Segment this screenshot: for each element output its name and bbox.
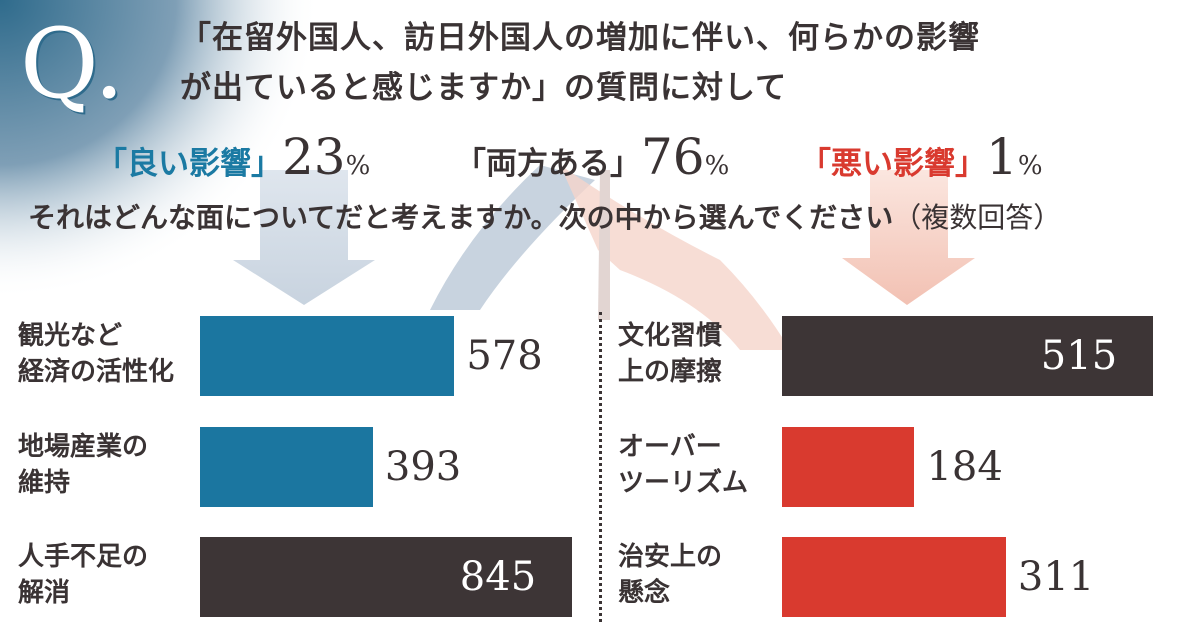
result-bad: 「悪い影響」1% <box>800 128 1043 186</box>
bar <box>200 316 455 396</box>
bar-category-label-line: 人手不足の <box>18 542 149 572</box>
arrow-bad-icon <box>842 170 975 305</box>
bar <box>200 427 373 507</box>
bar-category-label: 人手不足の 解消 <box>18 539 198 611</box>
result-bad-value: 1 <box>986 128 1018 186</box>
bar-category-label: 観光など経済の活性化 <box>18 318 198 390</box>
bar <box>200 537 572 617</box>
bar <box>782 316 1153 396</box>
result-both: 「両方ある」76% <box>455 128 729 186</box>
bar-category-label-line: 文化習慣 <box>618 321 723 351</box>
bar-category-label: 文化習慣 上の摩擦 <box>618 318 798 390</box>
result-bad-label: 「悪い影響」 <box>800 146 986 182</box>
bar-category-label-line: 解消 <box>18 578 71 608</box>
result-good: 「良い影響」23% <box>96 128 370 186</box>
result-good-unit: % <box>345 151 371 181</box>
bar-category-label-line: 地場産業の <box>18 432 149 462</box>
bar-value-label: 393 <box>384 444 462 490</box>
bar-category-label-line: オーバー <box>618 432 722 462</box>
bar-category-label: 治安上の 懸念 <box>618 539 798 611</box>
question-title-line2: が出ていると感じますか」の質問に対して <box>180 70 788 106</box>
bar <box>782 537 1006 617</box>
bar <box>782 427 915 507</box>
panel-divider <box>599 312 602 622</box>
bar-category-label-line: 懸念 <box>618 578 671 608</box>
bar-category-label-line: 観光など <box>18 321 123 351</box>
result-good-label: 「良い影響」 <box>96 146 282 182</box>
bar-value-label: 578 <box>466 333 543 379</box>
bar-category-label: 地場産業の 維持 <box>18 429 198 501</box>
bar-category-label-line: 治安上の <box>618 542 723 572</box>
follow-up-note: （複数回答） <box>893 201 1062 234</box>
sweep-both-left <box>430 165 595 310</box>
bar-category-label-line: 上の摩擦 <box>618 357 723 387</box>
follow-up-question: それはどんな面についてだと考えますか。次の中から選んでください（複数回答） <box>28 196 1061 236</box>
bar-value-label: 515 <box>1040 333 1118 379</box>
bar-category-label-line: ツーリズム <box>618 468 749 498</box>
sweep-center <box>598 170 610 320</box>
result-bad-unit: % <box>1017 151 1043 181</box>
q-logo: Q. <box>20 8 125 120</box>
arrow-good-icon <box>233 170 375 305</box>
result-good-value: 23 <box>282 128 346 186</box>
result-both-label: 「両方ある」 <box>455 146 641 182</box>
bar-category-label-line: 経済の活性化 <box>18 357 175 387</box>
bar-category-label: オーバー ツーリズム <box>618 429 798 501</box>
result-both-unit: % <box>704 151 730 181</box>
result-both-value: 76 <box>641 128 705 186</box>
question-title-line1: 「在留外国人、訪日外国人の増加に伴い、何らかの影響 <box>180 20 980 56</box>
bar-value-label: 184 <box>926 444 1003 490</box>
bar-category-label-line: 維持 <box>18 468 71 498</box>
bar-value-label: 311 <box>1017 554 1095 600</box>
follow-up-text: それはどんな面についてだと考えますか。次の中から選んでください <box>28 201 894 234</box>
bar-value-label: 845 <box>459 554 537 600</box>
sweep-both-right <box>560 165 790 350</box>
